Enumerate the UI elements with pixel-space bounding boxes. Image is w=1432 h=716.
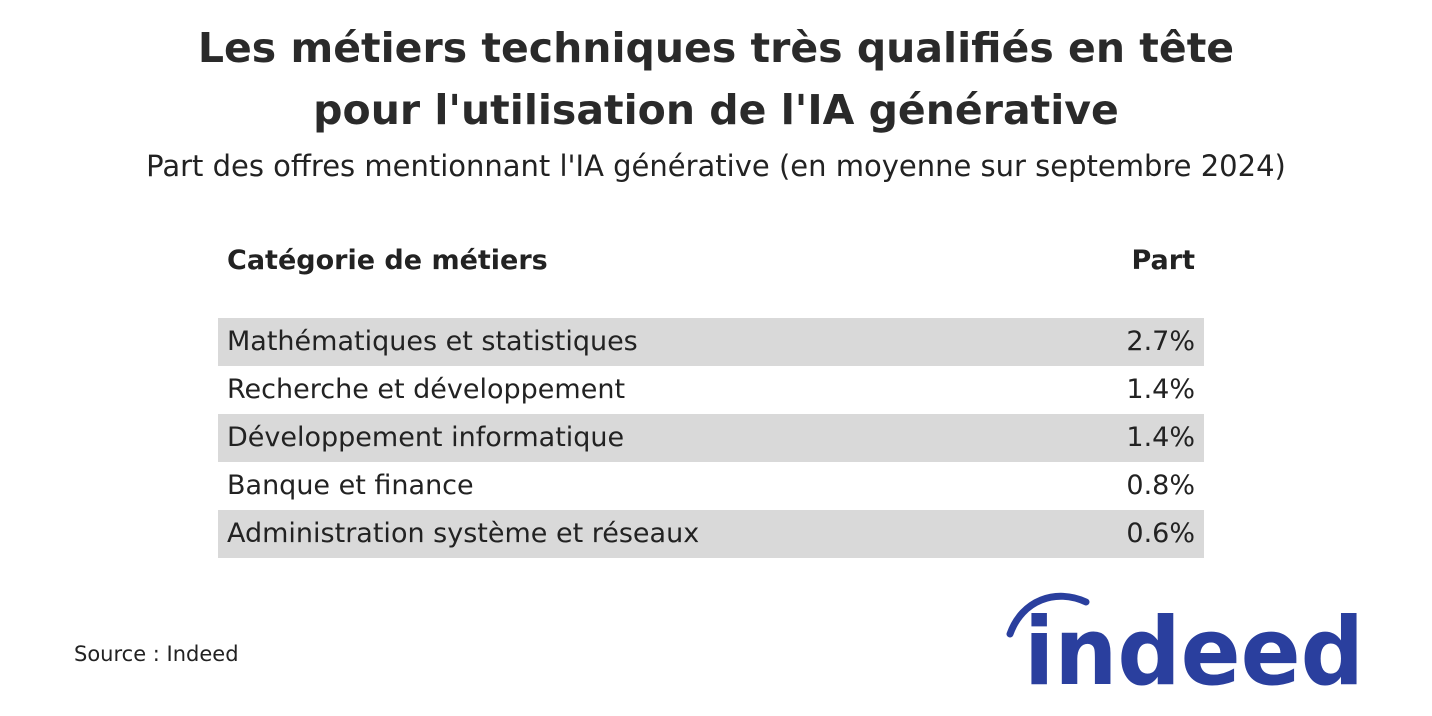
category-cell: Banque et finance bbox=[227, 470, 474, 501]
source-note: Source : Indeed bbox=[74, 642, 239, 666]
category-cell: Développement informatique bbox=[227, 422, 625, 453]
data-table: Catégorie de métiers Part Mathématiques … bbox=[218, 236, 1204, 558]
table-row: Administration système et réseaux 0.6% bbox=[218, 510, 1204, 558]
chart-title-line-1: Les métiers techniques très qualifiés en… bbox=[197, 24, 1235, 72]
chart-subtitle: Part des offres mentionnant l'IA générat… bbox=[146, 149, 1286, 183]
logo-swoosh bbox=[1006, 592, 1090, 638]
table-row: Mathématiques et statistiques 2.7% bbox=[218, 318, 1204, 366]
share-cell: 1.4% bbox=[1126, 422, 1195, 453]
chart-title-line-2: pour l'utilisation de l'IA générative bbox=[313, 86, 1119, 134]
share-cell: 1.4% bbox=[1126, 374, 1195, 405]
share-cell: 0.6% bbox=[1126, 518, 1195, 549]
table-body: Mathématiques et statistiques 2.7% Reche… bbox=[218, 318, 1204, 558]
logo-wordmark: indeed bbox=[1024, 598, 1364, 696]
table-row: Banque et finance 0.8% bbox=[218, 462, 1204, 510]
table-header: Catégorie de métiers Part bbox=[218, 236, 1204, 286]
indeed-logo: indeed bbox=[1006, 592, 1364, 696]
table-row: Développement informatique 1.4% bbox=[218, 414, 1204, 462]
share-cell: 2.7% bbox=[1126, 326, 1195, 357]
category-cell: Administration système et réseaux bbox=[227, 518, 700, 549]
table-row: Recherche et développement 1.4% bbox=[218, 366, 1204, 414]
share-cell: 0.8% bbox=[1126, 470, 1195, 501]
column-header-part: Part bbox=[1131, 245, 1195, 276]
column-header-category: Catégorie de métiers bbox=[227, 245, 548, 276]
category-cell: Recherche et développement bbox=[227, 374, 626, 405]
category-cell: Mathématiques et statistiques bbox=[227, 326, 638, 357]
